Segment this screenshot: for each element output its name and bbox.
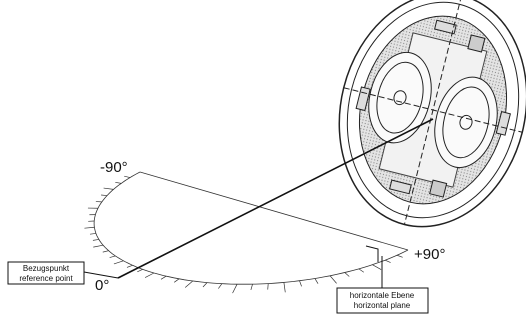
tick [84,227,94,228]
tick [101,195,107,196]
tick [218,284,221,289]
tick [124,176,130,177]
tick [330,276,337,284]
tick [90,233,96,234]
tick [300,281,302,287]
tick [115,182,121,183]
tick [114,261,123,264]
diagram: -90° +90° 0° Bezugspunkt reference point… [0,0,526,315]
tick [93,239,99,240]
tick [385,260,390,262]
tick [359,269,364,272]
tick [161,276,166,279]
tick [397,255,403,257]
tick [110,256,116,258]
tick [185,281,193,288]
tick [315,279,318,284]
speaker [315,0,526,247]
tick [174,279,179,282]
tick [127,265,133,267]
tick [103,251,109,252]
tick [137,269,142,271]
reference-en: reference point [19,274,73,283]
plane-en: horizontal plane [354,301,411,310]
tick [104,188,114,189]
tick [284,282,285,292]
tick [145,273,154,278]
zero-label: 0° [95,277,109,294]
tick [93,245,103,247]
reference-de: Bezugspunkt [23,264,70,273]
tick [233,284,238,293]
tick [345,273,350,277]
tick [372,265,381,270]
plane-de: horizontale Ebene [350,291,415,300]
tick [251,284,253,290]
plus-90-label: +90° [414,246,445,263]
tick [203,283,207,287]
minus-90-label: -90° [100,159,128,176]
